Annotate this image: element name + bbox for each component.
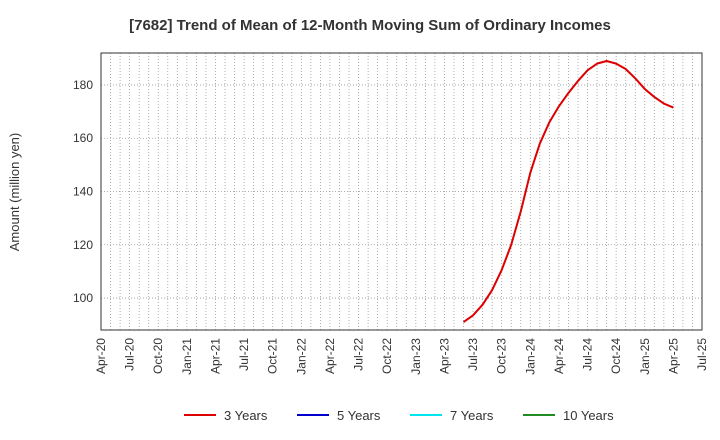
x-tick-label: Jan-21 bbox=[180, 338, 194, 375]
legend-label: 5 Years bbox=[337, 408, 381, 423]
x-tick-label: Oct-21 bbox=[266, 338, 280, 374]
x-tick-label: Apr-22 bbox=[323, 338, 337, 374]
x-tick-label: Jul-22 bbox=[352, 338, 366, 371]
y-tick-label: 180 bbox=[73, 78, 93, 92]
x-tick-label: Apr-20 bbox=[94, 338, 108, 374]
x-tick-label: Jan-24 bbox=[523, 338, 537, 375]
legend-label: 7 Years bbox=[450, 408, 494, 423]
y-tick-label: 140 bbox=[73, 185, 93, 199]
x-tick-label: Apr-21 bbox=[208, 338, 222, 374]
x-tick-label: Apr-24 bbox=[552, 338, 566, 374]
y-tick-label: 120 bbox=[73, 238, 93, 252]
chart-title: [7682] Trend of Mean of 12-Month Moving … bbox=[129, 17, 611, 34]
legend-label: 10 Years bbox=[563, 408, 614, 423]
series-lines bbox=[462, 59, 674, 323]
x-tick-label: Jan-23 bbox=[409, 338, 423, 375]
y-tick-label: 160 bbox=[73, 131, 93, 145]
x-tick-label: Jul-20 bbox=[123, 338, 137, 371]
x-tick-label: Jan-22 bbox=[294, 338, 308, 375]
x-tick-label: Jul-23 bbox=[466, 338, 480, 371]
x-tick-label: Oct-23 bbox=[495, 338, 509, 374]
legend-label: 3 Years bbox=[224, 408, 268, 423]
x-tick-label: Apr-25 bbox=[666, 338, 680, 374]
y-tick-label: 100 bbox=[73, 291, 93, 305]
y-axis-label: Amount (million yen) bbox=[7, 133, 22, 252]
y-axis: 100 120 140 160 180 bbox=[73, 78, 93, 305]
x-tick-label: Jan-25 bbox=[638, 338, 652, 375]
x-tick-label: Jul-24 bbox=[581, 338, 595, 371]
x-tick-label: Jul-25 bbox=[695, 338, 709, 371]
grid-lines bbox=[101, 53, 702, 330]
legend: 3 Years 5 Years 7 Years 10 Years bbox=[184, 408, 614, 423]
x-axis: Apr-20 Jul-20 Oct-20 Jan-21 Apr-21 Jul-21 Oct-… bbox=[94, 338, 709, 375]
plot-frame bbox=[100, 52, 703, 331]
x-tick-label: Oct-22 bbox=[380, 338, 394, 374]
x-tick-label: Apr-23 bbox=[437, 338, 451, 374]
x-tick-label: Jul-21 bbox=[237, 338, 251, 371]
x-tick-label: Oct-24 bbox=[609, 338, 623, 374]
x-tick-label: Oct-20 bbox=[151, 338, 165, 374]
series-line-3-years bbox=[462, 59, 674, 323]
